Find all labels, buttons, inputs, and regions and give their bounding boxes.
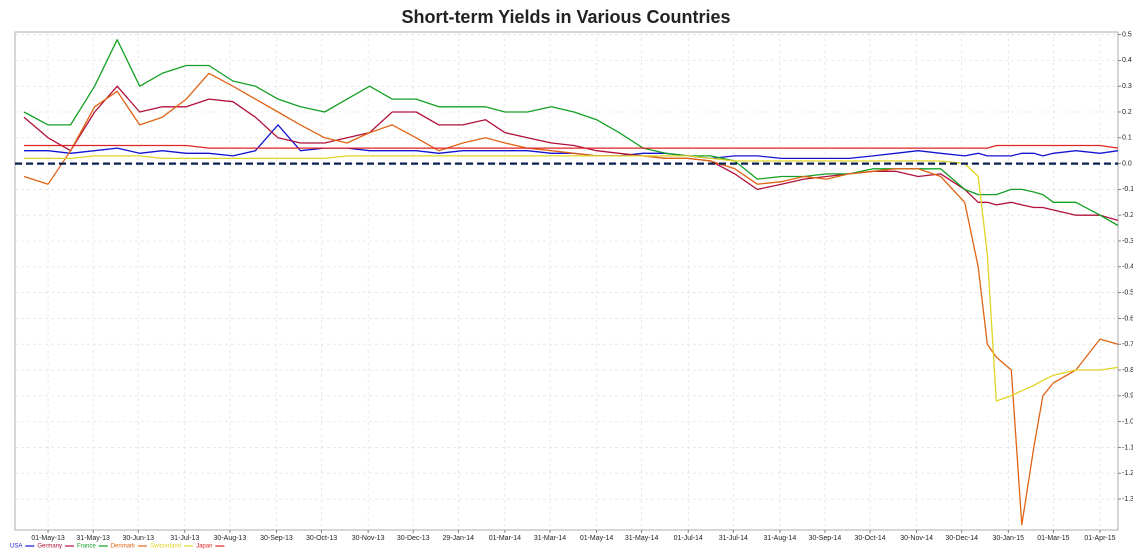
y-tick-label: -1.0	[1122, 418, 1133, 425]
y-tick-label: -1.1	[1122, 444, 1133, 451]
y-tick-label: -0.9	[1122, 393, 1133, 400]
x-tick-label: 31-May-14	[625, 535, 659, 542]
x-tick-label: 30-Dec-13	[397, 535, 430, 542]
x-tick-label: 30-Nov-14	[900, 535, 933, 542]
x-tick-label: 30-Sep-13	[260, 535, 293, 542]
x-tick-label: 31-Mar-14	[534, 535, 566, 542]
x-tick-label: 30-Sep-14	[809, 535, 842, 542]
x-tick-label: 30-Oct-13	[306, 535, 337, 542]
y-tick-label: -1.3	[1122, 496, 1133, 503]
y-tick-label: -0.1	[1122, 186, 1133, 193]
chart-title: Short-term Yields in Various Countries	[401, 7, 730, 27]
x-tick-label: 30-Aug-13	[214, 535, 247, 542]
y-tick-label: 0.1	[1122, 135, 1132, 142]
x-tick-label: 31-Aug-14	[764, 535, 797, 542]
x-tick-label: 01-Mar-15	[1037, 535, 1069, 542]
series-line	[24, 155, 1119, 402]
x-tick-label: 01-Jul-14	[674, 535, 703, 542]
y-tick-label: 0.5	[1122, 31, 1132, 38]
plot-area	[14, 31, 1119, 531]
legend-label: France	[77, 544, 96, 550]
y-tick-label: 0.4	[1122, 57, 1132, 64]
x-tick-label: 01-Mar-14	[489, 535, 521, 542]
series-line	[23, 85, 1119, 222]
legend-label: USA	[10, 544, 22, 550]
x-tick-label: 01-Apr-15	[1084, 535, 1115, 542]
y-tick-label: 0.3	[1122, 83, 1132, 90]
x-tick-label: 30-Nov-13	[352, 535, 385, 542]
legend-label: Denmark	[111, 544, 136, 550]
series-line	[24, 144, 1119, 149]
x-tick-label: 29-Jan-14	[443, 535, 475, 542]
x-tick-label: 31-Jul-13	[170, 535, 199, 542]
y-tick-label: -0.4	[1122, 264, 1133, 271]
x-tick-label: 31-Jul-14	[719, 535, 748, 542]
y-tick-label: 0.2	[1122, 109, 1132, 116]
x-tick-label: 30-Jun-13	[122, 535, 154, 542]
x-tick-label: 30-Jan-15	[993, 535, 1025, 542]
x-tick-label: 31-May-13	[76, 535, 110, 542]
legend-label: Japan	[196, 544, 212, 550]
legend-label: Switzerland	[150, 544, 181, 550]
series-line	[23, 39, 1119, 227]
y-tick-label: -0.5	[1122, 289, 1133, 296]
y-tick-label: -0.6	[1122, 315, 1133, 322]
y-tick-label: -1.2	[1122, 470, 1133, 477]
x-tick-label: 01-May-13	[31, 535, 65, 542]
y-tick-label: -0.7	[1122, 341, 1133, 348]
x-tick-label: 30-Oct-14	[854, 535, 885, 542]
y-tick-label: -0.3	[1122, 238, 1133, 245]
y-tick-label: -0.2	[1122, 212, 1133, 219]
legend-label: Germany	[37, 544, 62, 550]
x-tick-label: 01-May-14	[580, 535, 614, 542]
y-tick-label: 0.0	[1122, 160, 1132, 167]
x-tick-label: 30-Dec-14	[945, 535, 978, 542]
y-tick-label: -0.8	[1122, 367, 1133, 374]
